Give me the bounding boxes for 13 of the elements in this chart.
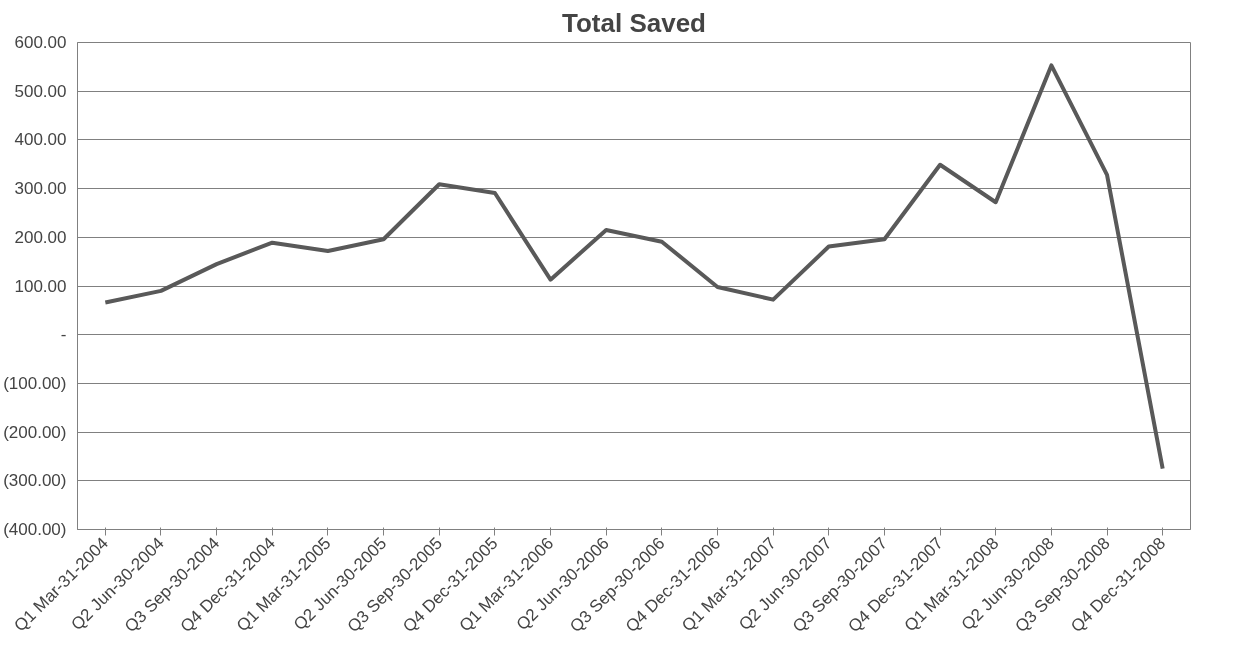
y-tick-label: 400.00 — [14, 130, 67, 150]
y-tick-label: 600.00 — [14, 33, 67, 52]
y-tick-label: 300.00 — [14, 179, 67, 199]
y-tick-label: 200.00 — [14, 227, 67, 247]
y-tick-label: 100.00 — [14, 276, 67, 296]
y-tick-label: (400.00) — [3, 520, 67, 539]
y-tick-label: (200.00) — [3, 422, 67, 442]
chart-title: Total Saved — [562, 7, 707, 38]
y-tick-label: (100.00) — [3, 373, 67, 393]
line-series — [103, 63, 1165, 471]
y-tick-label: - — [60, 325, 67, 345]
y-tick-label: 500.00 — [14, 81, 67, 101]
y-tick-label: (300.00) — [3, 471, 67, 491]
